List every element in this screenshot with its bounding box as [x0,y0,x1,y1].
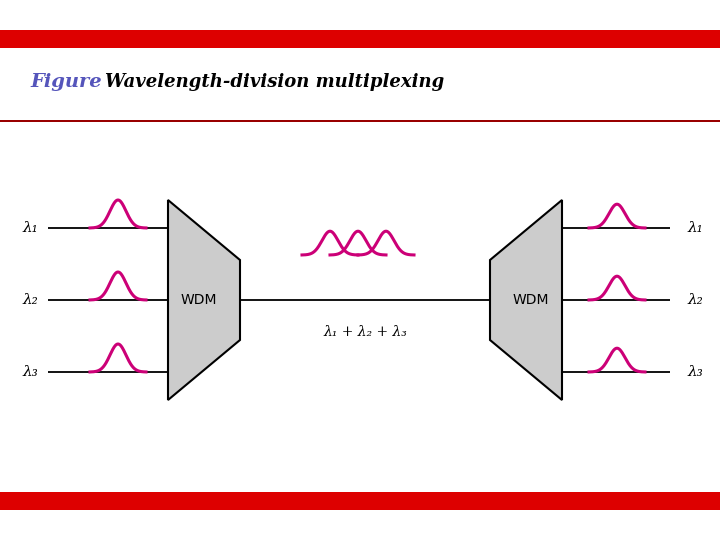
Text: WDM: WDM [513,293,549,307]
Text: λ₂: λ₂ [687,293,703,307]
Text: λ₁: λ₁ [22,221,38,235]
Text: Figure: Figure [30,73,102,91]
Bar [0,30,720,48]
Bar [0,492,720,510]
Text: λ₃: λ₃ [22,365,38,379]
Bar [0,120,720,122]
Polygon shape [490,200,562,400]
Text: WDM: WDM [181,293,217,307]
Text: λ₂: λ₂ [22,293,38,307]
Text: λ₁ + λ₂ + λ₃: λ₁ + λ₂ + λ₃ [323,325,407,339]
Polygon shape [168,200,240,400]
Text: λ₁: λ₁ [687,221,703,235]
Text: λ₃: λ₃ [687,365,703,379]
Text: Wavelength-division multiplexing: Wavelength-division multiplexing [105,73,444,91]
